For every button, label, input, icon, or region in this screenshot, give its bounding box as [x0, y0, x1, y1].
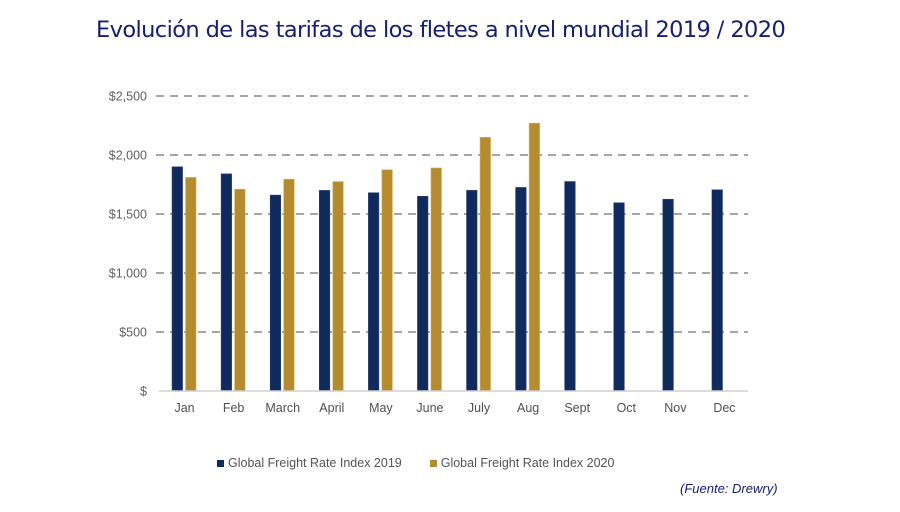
legend-swatch-2019 — [217, 459, 224, 467]
bar-2019-sept — [564, 181, 576, 392]
legend-item-2019: Global Freight Rate Index 2019 — [217, 456, 402, 470]
legend-item-2020: Global Freight Rate Index 2020 — [429, 456, 615, 470]
bar-2019-oct — [613, 202, 625, 392]
bar-2019-june — [417, 196, 429, 392]
chart-title: Evolución de las tarifas de los fletes a… — [96, 17, 786, 43]
bar-2019-aug — [515, 187, 527, 392]
x-axis-ticks: Jan Feb March April May June July Aug Sept Oct Nov… — [174, 401, 735, 415]
bars — [171, 122, 723, 392]
legend-swatch-2020 — [429, 459, 437, 467]
y-tick-label: $2,500 — [109, 90, 147, 104]
bar-2019-july — [466, 190, 478, 392]
bar-2020-march — [283, 178, 295, 392]
y-tick-label: $1,000 — [109, 267, 147, 281]
x-tick-label: Sept — [564, 401, 590, 415]
y-tick-label: $2,000 — [109, 149, 147, 163]
x-tick-label: Oct — [617, 401, 637, 415]
y-tick-label: $ — [140, 385, 147, 399]
bar-2020-july — [479, 137, 491, 392]
bar-2020-may — [381, 169, 393, 392]
bar-2019-march — [269, 194, 282, 392]
bar-2019-jan — [171, 166, 183, 392]
x-tick-label: July — [468, 401, 491, 415]
legend-label-2019: Global Freight Rate Index 2019 — [228, 456, 402, 470]
bar-2019-may — [368, 192, 380, 392]
bar-2019-april — [318, 190, 331, 392]
source-annotation: (Fuente: Drewry) — [680, 481, 778, 496]
legend: Global Freight Rate Index 2019 Global Fr… — [217, 456, 642, 470]
x-tick-label: March — [265, 401, 300, 415]
x-tick-label: Nov — [664, 401, 687, 415]
x-tick-label: Dec — [713, 401, 735, 415]
bar-2020-feb — [234, 188, 246, 392]
y-tick-label: $1,500 — [109, 208, 147, 222]
bar-2019-dec — [711, 189, 723, 392]
bar-2020-june — [430, 167, 442, 392]
x-tick-label: May — [369, 401, 393, 415]
x-tick-label: April — [319, 401, 344, 415]
bar-2020-aug — [528, 122, 540, 392]
y-axis-ticks: $ $500 $1,000 $1,500 $2,000 $2,500 — [109, 90, 147, 399]
x-tick-label: Feb — [223, 401, 245, 415]
bar-2020-jan — [185, 177, 197, 392]
gridlines — [156, 95, 748, 333]
bar-2019-feb — [220, 173, 232, 392]
x-tick-label: June — [416, 401, 443, 415]
x-tick-label: Aug — [517, 401, 539, 415]
bar-2019-nov — [662, 198, 674, 392]
y-tick-label: $500 — [119, 326, 147, 340]
x-tick-label: Jan — [174, 401, 194, 415]
bar-2020-april — [332, 181, 344, 392]
legend-label-2020: Global Freight Rate Index 2020 — [440, 456, 615, 470]
